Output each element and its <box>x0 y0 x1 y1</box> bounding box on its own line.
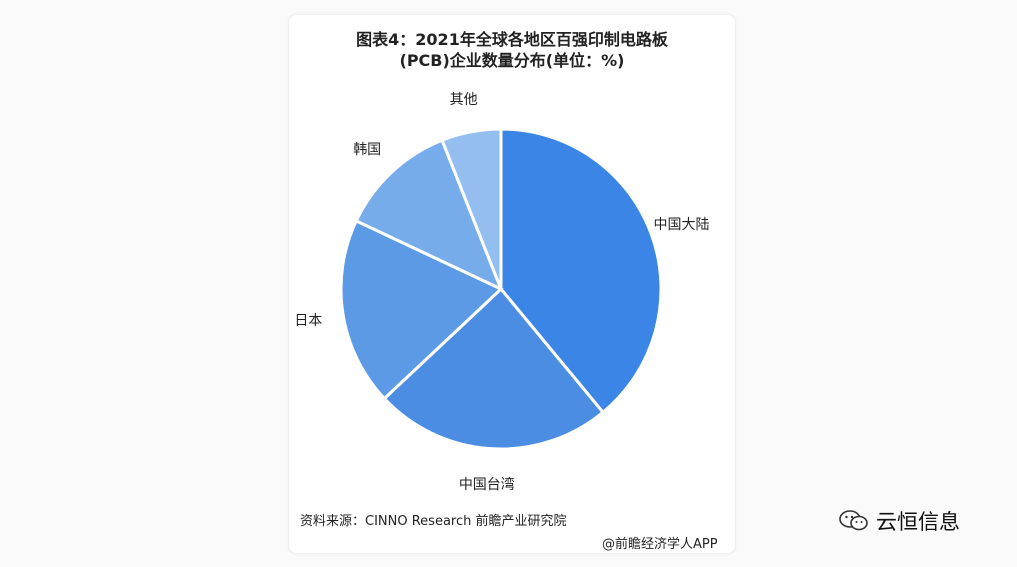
footer-credit: @前瞻经济学人APP <box>602 537 718 552</box>
pie-label-japan: 日本 <box>294 313 323 330</box>
slice-japan <box>339 218 504 401</box>
source-note: 资料来源：CINNO Research 前瞻产业研究院 <box>300 514 567 529</box>
slice-taiwan <box>382 286 606 451</box>
chart-title-line-2: (PCB)企业数量分布(单位：%) <box>399 51 625 70</box>
pie-label-other: 其他 <box>449 92 478 109</box>
pie-chart <box>339 127 663 451</box>
chart-card: 图表4：2021年全球各地区百强印制电路板 (PCB)企业数量分布(单位：%) … <box>288 14 736 554</box>
slice-mainland-china <box>499 127 663 415</box>
chart-title-line-1: 图表4：2021年全球各地区百强印制电路板 <box>356 30 668 49</box>
slice-korea <box>354 138 504 292</box>
pie-label-korea: 韩国 <box>353 141 382 158</box>
wechat-watermark: 云恒信息 <box>838 506 960 536</box>
pie-label-mainland-china: 中国大陆 <box>653 217 710 234</box>
wechat-account-name: 云恒信息 <box>876 510 960 534</box>
wechat-icon <box>839 510 868 531</box>
slice-other <box>440 127 503 290</box>
chart-title: 图表4：2021年全球各地区百强印制电路板 (PCB)企业数量分布(单位：%) <box>289 29 735 71</box>
pie-label-taiwan: 中国台湾 <box>458 476 515 493</box>
